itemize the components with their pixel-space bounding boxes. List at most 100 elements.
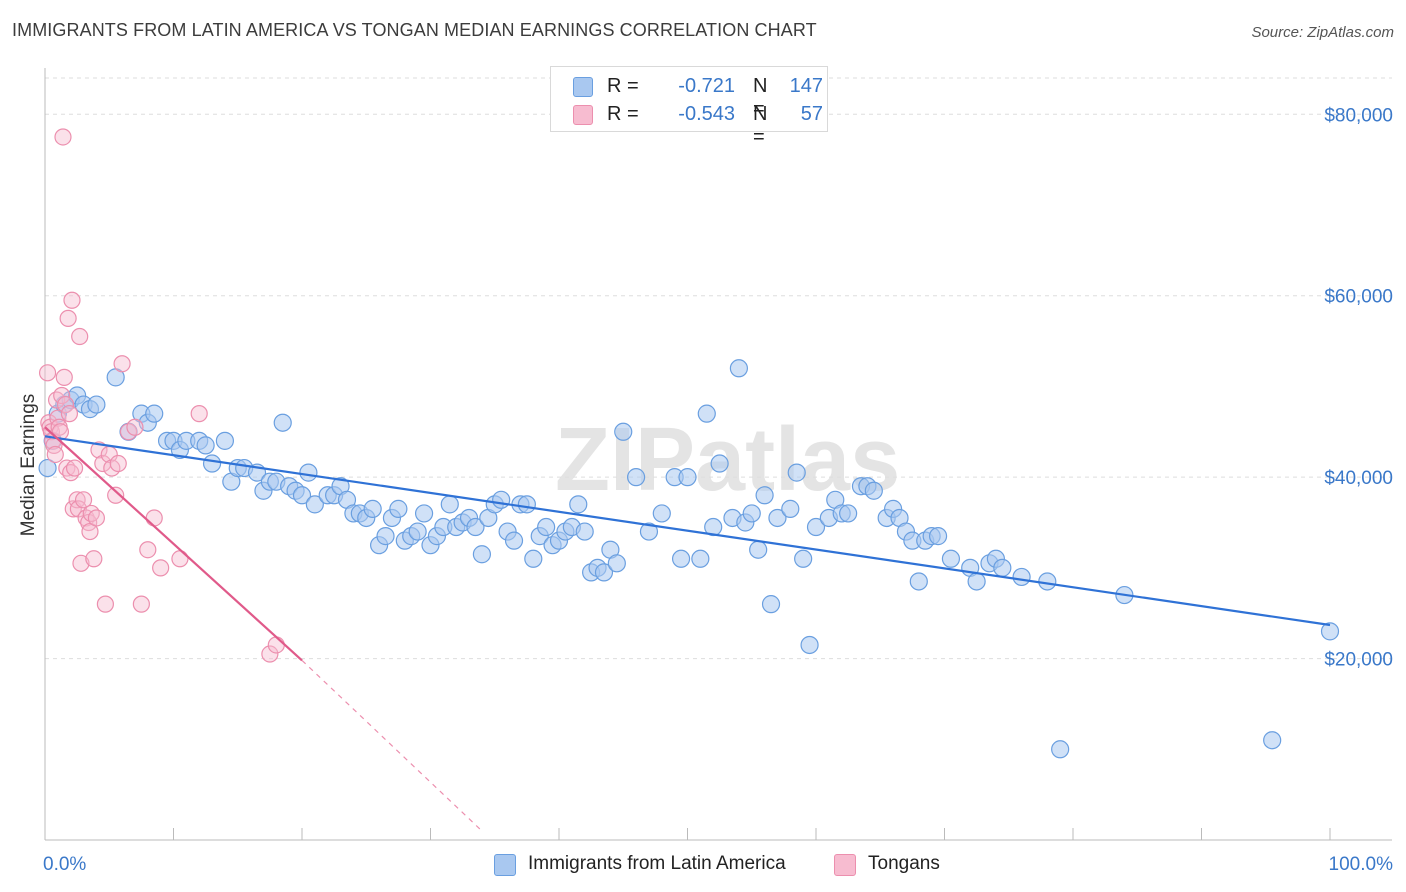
- point-latin-america: [273, 413, 292, 432]
- x-tick-label-max: 100.0%: [1329, 854, 1394, 875]
- point-latin-america: [639, 522, 659, 541]
- point-latin-america: [691, 549, 710, 568]
- axes: [44, 68, 1392, 841]
- point-latin-america: [196, 436, 215, 455]
- point-latin-america: [537, 517, 556, 537]
- point-latin-america: [440, 495, 459, 514]
- legend-r-value: -0.543: [678, 103, 735, 125]
- point-latin-america: [768, 508, 787, 528]
- point-tongans: [126, 418, 144, 436]
- point-tongans: [85, 550, 103, 568]
- y-tick-label: $20,000: [1324, 650, 1393, 671]
- point-tongans: [107, 486, 125, 504]
- point-latin-america: [678, 468, 697, 487]
- point-latin-america: [38, 458, 57, 478]
- point-latin-america: [594, 563, 614, 582]
- point-latin-america: [575, 522, 594, 541]
- point-tongans: [152, 559, 170, 577]
- point-tongans: [65, 459, 84, 477]
- trend-lines: [44, 426, 1331, 832]
- x-tick-label-min: 0.0%: [43, 854, 86, 875]
- point-latin-america: [710, 454, 729, 473]
- legend-r-label: R =: [607, 75, 639, 97]
- point-tongans: [96, 595, 114, 613]
- point-latin-america: [466, 517, 485, 537]
- point-latin-america: [517, 495, 536, 514]
- point-latin-america: [755, 486, 774, 505]
- point-tongans: [63, 291, 81, 309]
- point-tongans: [132, 595, 150, 613]
- point-latin-america: [967, 572, 986, 591]
- trend-line-tongans: [44, 426, 303, 662]
- y-axis-label: Median Earnings: [18, 394, 39, 537]
- point-latin-america: [671, 549, 691, 568]
- point-tongans: [38, 364, 57, 382]
- correlation-legend: R = -0.721 N = 147 R = -0.543 N = 57: [550, 66, 828, 148]
- legend-swatch-pink: [573, 105, 593, 125]
- point-latin-america: [909, 572, 928, 591]
- point-latin-america: [472, 545, 491, 564]
- point-tongans: [60, 405, 79, 423]
- point-latin-america: [781, 499, 800, 518]
- source-label: Source: ZipAtlas.com: [1251, 24, 1394, 41]
- point-latin-america: [993, 558, 1012, 577]
- point-latin-america: [492, 490, 511, 509]
- point-tongans: [82, 504, 100, 523]
- point-latin-america: [299, 463, 318, 482]
- point-tongans: [72, 554, 90, 572]
- point-tongans: [46, 445, 64, 464]
- point-latin-america: [376, 527, 395, 546]
- point-latin-america: [806, 517, 826, 537]
- point-tongans: [54, 128, 72, 146]
- series-latin-america-points: [38, 359, 1340, 759]
- point-tongans: [68, 491, 86, 509]
- y-tick-label: $80,000: [1324, 105, 1393, 126]
- trend-line-latin-america: [44, 435, 1331, 627]
- grid-lines: [45, 77, 1392, 660]
- point-tongans: [47, 391, 66, 409]
- point-latin-america: [742, 504, 761, 523]
- point-tongans: [56, 395, 75, 414]
- legend-r-value: -0.721: [678, 75, 735, 97]
- point-latin-america: [292, 486, 312, 505]
- legend-n-value: 147: [789, 75, 823, 97]
- legend-label: Tongans: [868, 853, 940, 874]
- point-latin-america: [87, 395, 106, 414]
- point-tongans: [55, 368, 73, 386]
- chart-title: IMMIGRANTS FROM LATIN AMERICA VS TONGAN …: [12, 20, 817, 40]
- point-tongans: [267, 636, 285, 654]
- point-latin-america: [794, 549, 813, 568]
- y-tick-labels: $20,000 $40,000 $60,000 $80,000: [1324, 105, 1393, 670]
- y-tick-label: $40,000: [1324, 468, 1393, 489]
- x-tick-labels: 0.0% 100.0%: [43, 854, 1393, 875]
- trend-line-tongans-extension: [301, 659, 483, 832]
- point-latin-america: [839, 504, 858, 523]
- point-latin-america: [928, 527, 948, 546]
- legend-n-label: N =: [753, 103, 768, 148]
- point-latin-america: [408, 522, 427, 541]
- legend-r-label: R =: [607, 103, 639, 125]
- point-latin-america: [1038, 572, 1057, 591]
- point-latin-america: [626, 468, 646, 487]
- point-latin-america: [729, 359, 749, 378]
- point-latin-america: [524, 549, 543, 568]
- point-latin-america: [787, 463, 806, 482]
- point-tongans: [53, 386, 71, 405]
- point-latin-america: [389, 499, 408, 518]
- point-latin-america: [363, 499, 382, 518]
- point-latin-america: [1263, 731, 1282, 750]
- point-latin-america: [614, 422, 633, 441]
- legend-swatch-pink: [834, 854, 856, 876]
- point-latin-america: [652, 504, 671, 523]
- point-tongans: [261, 645, 279, 663]
- point-tongans: [171, 550, 189, 568]
- point-latin-america: [697, 404, 716, 423]
- point-latin-america: [1320, 622, 1340, 641]
- point-tongans: [71, 327, 89, 346]
- point-latin-america: [800, 635, 819, 655]
- point-latin-america: [145, 404, 164, 423]
- point-latin-america: [414, 504, 434, 523]
- point-tongans: [87, 509, 106, 527]
- point-latin-america: [202, 454, 222, 473]
- y-tick-label: $60,000: [1324, 287, 1393, 308]
